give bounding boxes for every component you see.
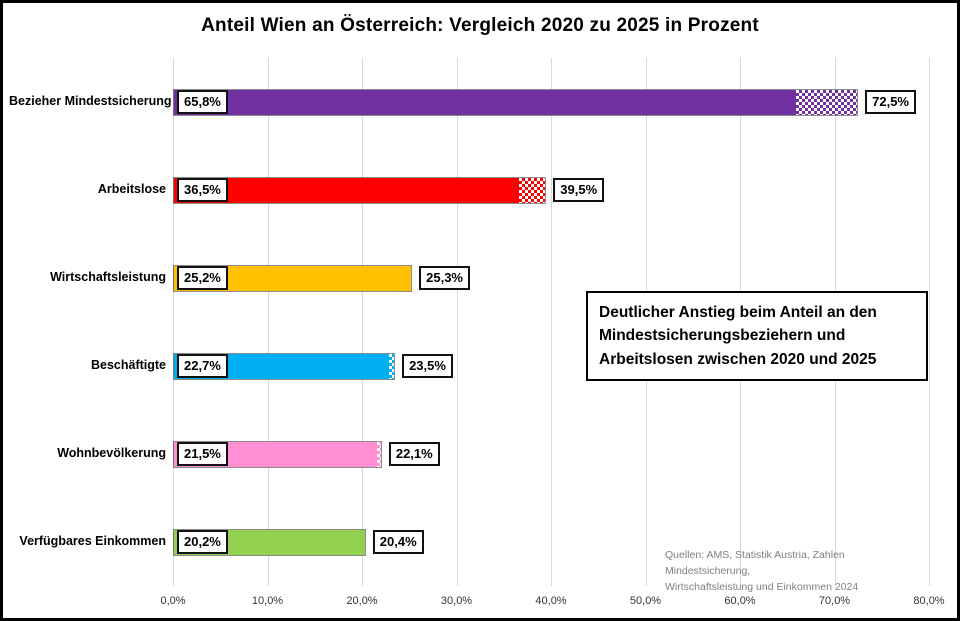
bar bbox=[173, 176, 547, 204]
x-axis: 0,0% 10,0% 20,0% 30,0% 40,0% 50,0% 60,0% 70,0% 8… bbox=[160, 595, 944, 617]
gridline bbox=[173, 58, 174, 586]
source-note-line1: Quellen: AMS, Statistik Austria, Zahlen … bbox=[665, 549, 845, 577]
category-label: Wohnbevölkerung bbox=[57, 446, 166, 460]
x-tick-label: 80,0% bbox=[913, 595, 945, 607]
gridline bbox=[267, 58, 269, 586]
value-label-2025: 22,1% bbox=[388, 442, 440, 466]
bar-2025-increase-segment bbox=[518, 177, 546, 203]
value-label-2025: 23,5% bbox=[402, 354, 453, 378]
value-label-2025: 72,5% bbox=[865, 90, 916, 114]
x-tick-label: 60,0% bbox=[724, 595, 756, 607]
x-tick-label: 20,0% bbox=[346, 595, 378, 607]
chart-title: Anteil Wien an Österreich: Vergleich 202… bbox=[201, 15, 759, 36]
source-note: Quellen: AMS, Statistik Austria, Zahlen … bbox=[665, 548, 927, 595]
x-tick-label: 50,0% bbox=[629, 595, 662, 607]
value-label-2020: 36,5% bbox=[177, 178, 228, 202]
bar bbox=[173, 88, 859, 116]
value-label-2025: 20,4% bbox=[372, 530, 424, 554]
bar-2025-increase-segment bbox=[795, 89, 858, 115]
bar-2025-increase-segment bbox=[388, 353, 395, 379]
value-label-2020: 21,5% bbox=[177, 442, 228, 466]
value-label-2025: 25,3% bbox=[419, 266, 470, 290]
category-label: Verfügbares Einkommen bbox=[19, 534, 166, 548]
category-label: Beschäftigte bbox=[90, 358, 166, 372]
x-tick-label: 0,0% bbox=[160, 595, 186, 607]
value-label-2020: 20,2% bbox=[177, 530, 228, 554]
x-tick-label: 70,0% bbox=[818, 595, 851, 607]
value-label-2025: 39,5% bbox=[553, 178, 605, 202]
source-note-line2: Wirtschaftsleistung und Einkommen 2024 bbox=[665, 580, 859, 593]
value-label-2020: 25,2% bbox=[177, 266, 228, 290]
x-tick-label: 30,0% bbox=[440, 595, 473, 607]
x-tick-label: 40,0% bbox=[535, 595, 567, 607]
category-label: Bezieher Mindestsicherung bbox=[9, 94, 172, 108]
category-label: Wirtschaftsleistung bbox=[50, 270, 166, 284]
value-label-2020: 65,8% bbox=[177, 90, 228, 114]
plot-area: 65,8% 72,5% 36,5% 39,5% 25,2% 25,3% 22,7% 23,5%… bbox=[173, 58, 930, 586]
gridline bbox=[362, 58, 363, 586]
x-tick-label: 10,0% bbox=[251, 595, 284, 607]
bar-2020-segment bbox=[174, 89, 796, 115]
bar-2025-increase-segment bbox=[377, 441, 381, 467]
value-label-2020: 22,7% bbox=[177, 354, 228, 378]
annotation-box: Deutlicher Anstieg beim Anteil an den Mi… bbox=[586, 291, 928, 381]
category-label: Arbeitslose bbox=[97, 182, 166, 196]
gridline bbox=[929, 58, 930, 586]
gridline bbox=[551, 58, 552, 586]
gridline bbox=[456, 58, 458, 586]
bar-2020-segment bbox=[174, 177, 519, 203]
